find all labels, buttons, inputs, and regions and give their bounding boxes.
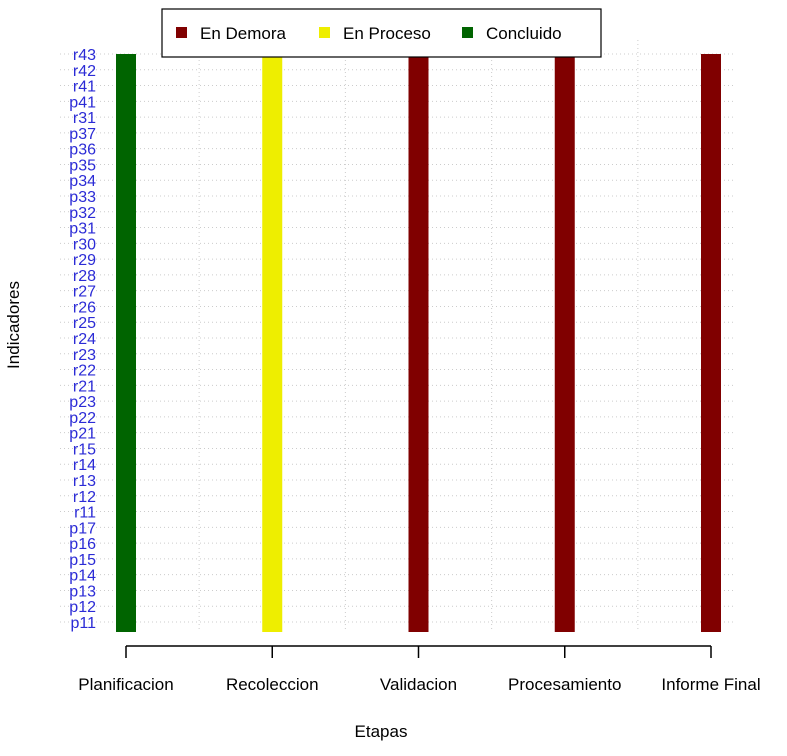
y-tick-label: r11 <box>74 505 96 522</box>
legend-label: Concluido <box>486 24 562 43</box>
y-tick-label: p34 <box>69 173 96 190</box>
y-tick-label: r22 <box>73 363 96 380</box>
legend-box <box>161 8 602 58</box>
y-tick-label: p21 <box>69 426 96 443</box>
y-tick-label: r43 <box>73 47 96 64</box>
x-axis: Planificacion Recoleccion Validacion Proces… <box>78 645 761 694</box>
bars <box>116 54 721 632</box>
legend-label: En Demora <box>200 24 287 43</box>
legend-swatch <box>319 27 330 38</box>
y-tick-label: r23 <box>73 347 96 364</box>
y-tick-label: p13 <box>69 583 96 600</box>
y-tick-label: p22 <box>69 410 96 427</box>
y-tick-label: p31 <box>69 221 96 238</box>
x-tick-label: Recoleccion <box>226 675 319 694</box>
y-tick-label: r21 <box>73 378 96 395</box>
y-tick-label: p33 <box>69 189 96 206</box>
y-tick-label: p12 <box>69 599 96 616</box>
legend-label: En Proceso <box>343 24 431 43</box>
y-tick-label: p14 <box>69 568 96 585</box>
y-tick-label: p32 <box>69 205 96 222</box>
y-tick-label: r12 <box>73 489 96 506</box>
legend-swatch <box>462 27 473 38</box>
y-tick-label: r27 <box>73 284 96 301</box>
y-tick-label: r29 <box>73 252 96 269</box>
y-tick-label: p36 <box>69 142 96 159</box>
y-tick-label: r42 <box>73 63 96 80</box>
bar-informe-final <box>701 54 721 632</box>
x-axis-label: Etapas <box>355 722 408 741</box>
bar-procesamiento <box>554 54 575 632</box>
legend: En Demora En Proceso Concluido <box>161 8 602 58</box>
y-tick-label: r28 <box>73 268 96 285</box>
bar-recoleccion <box>262 54 283 632</box>
y-tick-label: p17 <box>69 520 96 537</box>
x-tick-label: Informe Final <box>661 675 760 694</box>
y-tick-label: r14 <box>73 457 96 474</box>
bar-validacion <box>408 54 429 632</box>
y-tick-label: p41 <box>69 94 96 111</box>
y-tick-label: r31 <box>73 110 96 127</box>
y-tick-label: p16 <box>69 536 96 553</box>
y-tick-label: r13 <box>73 473 96 490</box>
y-tick-label: p11 <box>70 615 96 632</box>
grid-lines <box>60 40 733 632</box>
y-tick-label: r30 <box>73 236 96 253</box>
y-tick-label: r41 <box>73 79 96 96</box>
y-tick-label: p15 <box>69 552 96 569</box>
x-tick-label: Procesamiento <box>508 675 621 694</box>
y-tick-label: p23 <box>69 394 96 411</box>
y-tick-label: r24 <box>73 331 96 348</box>
x-tick-label: Validacion <box>380 675 457 694</box>
y-tick-label: p35 <box>69 157 96 174</box>
bar-planificacion <box>116 54 136 632</box>
x-tick-label: Planificacion <box>78 675 173 694</box>
y-tick-label: r25 <box>73 315 96 332</box>
y-tick-label: r15 <box>73 441 96 458</box>
y-tick-label: p37 <box>69 126 96 143</box>
y-tick-labels: p11p12p13p14p15p16p17r11r12r13r14r15p21p… <box>69 47 96 632</box>
legend-swatch <box>176 27 187 38</box>
y-tick-label: r26 <box>73 299 96 316</box>
y-axis-label: Indicadores <box>4 281 23 369</box>
